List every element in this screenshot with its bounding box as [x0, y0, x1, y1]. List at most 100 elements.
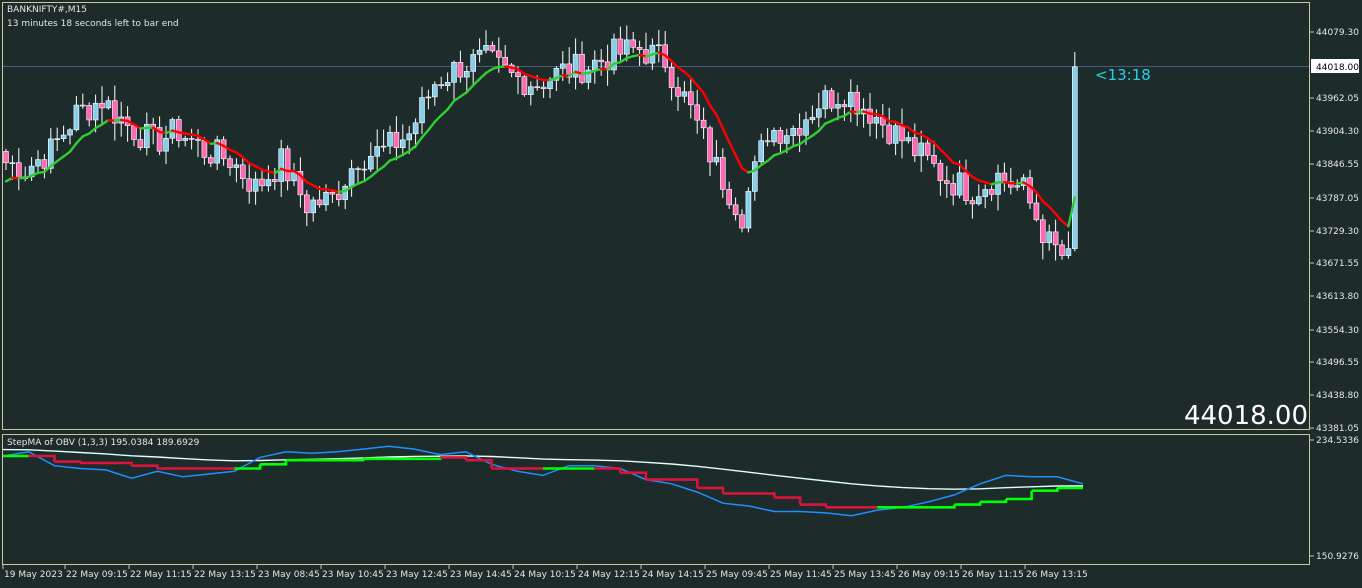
bear-candle — [829, 88, 834, 112]
candle-body — [746, 191, 751, 228]
stepma-segment-up — [337, 459, 363, 460]
candle-body — [765, 141, 770, 142]
candle-body — [439, 85, 444, 86]
candle-body — [1015, 186, 1020, 188]
candle-body — [887, 125, 892, 143]
candle-body — [944, 181, 949, 184]
candle-body — [868, 109, 873, 123]
candle-body — [900, 126, 905, 141]
candle-body — [874, 117, 879, 123]
candle-body — [637, 47, 642, 49]
candle-body — [106, 101, 111, 108]
candle-body — [752, 162, 757, 192]
price-tick: 43438.80 — [1310, 391, 1359, 401]
candle-body — [394, 132, 399, 147]
candle-body — [196, 139, 201, 140]
indicator-tick-label: 150.9276 — [1316, 552, 1359, 562]
current-price-tag-label: 44018.00 — [1316, 63, 1359, 73]
candle-body — [695, 105, 700, 120]
candle-body — [93, 103, 98, 120]
candle-body — [55, 139, 60, 140]
candle-body — [912, 138, 917, 156]
bull-candle — [612, 34, 617, 75]
price-tick: 43496.55 — [1310, 358, 1359, 368]
candle-body — [810, 117, 815, 119]
candle-body — [343, 186, 348, 199]
candle-body — [624, 40, 629, 54]
candle-body — [1034, 203, 1039, 220]
stepma-segment-down — [54, 462, 80, 463]
candle-body — [772, 130, 777, 142]
price-tick-label: 43554.30 — [1316, 326, 1359, 336]
candle-body — [823, 91, 828, 109]
candle-body — [1002, 173, 1007, 182]
indicator-label: StepMA of OBV (1,3,3) 195.0384 189.6929 — [7, 438, 200, 448]
price-tick: 43962.05 — [1310, 94, 1359, 104]
candle-body — [1072, 67, 1077, 249]
candle-body — [938, 163, 943, 180]
candle-body — [1028, 178, 1033, 203]
candle-body — [484, 45, 489, 50]
candle-body — [964, 173, 969, 201]
candle-body — [164, 138, 169, 151]
candle-body — [61, 135, 66, 139]
stepma-segment-up — [414, 457, 440, 458]
symbol-label: BANKNIFTY#,M15 — [7, 5, 87, 15]
candle-body — [701, 120, 706, 128]
price-tick: 43554.30 — [1310, 326, 1359, 336]
candle-body — [989, 189, 994, 194]
time-tick-label: 26 May 11:15 — [962, 570, 1024, 580]
candle-body — [535, 87, 540, 88]
price-tick: 43904.30 — [1310, 127, 1359, 137]
candle-body — [349, 169, 354, 187]
candle-body — [228, 159, 233, 168]
candle-body — [240, 165, 245, 179]
time-tick-label: 23 May 10:45 — [322, 570, 384, 580]
candle-body — [16, 163, 21, 179]
candle-body — [458, 62, 463, 77]
candle-body — [234, 165, 239, 168]
candle-body — [631, 40, 636, 47]
candle-body — [503, 57, 508, 65]
price-tick-label: 43671.55 — [1316, 259, 1359, 269]
candle-body — [400, 140, 405, 148]
candle-body — [471, 54, 476, 71]
candle-body — [253, 179, 258, 191]
candle-body — [42, 160, 47, 169]
candle-body — [432, 85, 437, 97]
candle-body — [490, 45, 495, 51]
candle-body — [208, 158, 213, 164]
candle-body — [893, 126, 898, 144]
candle-body — [304, 195, 309, 213]
candle-body — [522, 77, 527, 95]
candle-body — [784, 136, 789, 144]
candle-body — [656, 45, 661, 46]
candle-body — [407, 134, 412, 140]
candle-body — [285, 149, 290, 181]
price-tick-label: 43613.80 — [1316, 292, 1359, 302]
price-tick-label: 44079.30 — [1316, 28, 1359, 38]
candle-body — [100, 103, 105, 108]
candle-body — [464, 71, 469, 77]
candle-body — [266, 179, 271, 185]
current-price-tag: 44018.00 — [1311, 59, 1359, 73]
candle-body — [68, 130, 73, 135]
candle-body — [592, 60, 597, 70]
candle-body — [682, 92, 687, 96]
time-tick-label: 22 May 13:15 — [194, 570, 256, 580]
candle-body — [132, 126, 137, 140]
candle-body — [580, 54, 585, 82]
candle-body — [496, 51, 501, 57]
candle-body — [176, 119, 181, 140]
candle-body — [260, 179, 265, 186]
candle-body — [676, 88, 681, 97]
bear-candle — [522, 75, 527, 97]
candle-body — [375, 146, 380, 156]
candle-body — [720, 157, 725, 189]
candle-body — [452, 62, 457, 82]
candle-body — [247, 179, 252, 192]
candle-body — [381, 146, 386, 147]
bar-countdown-status: 13 minutes 18 seconds left to bar end — [7, 19, 179, 29]
